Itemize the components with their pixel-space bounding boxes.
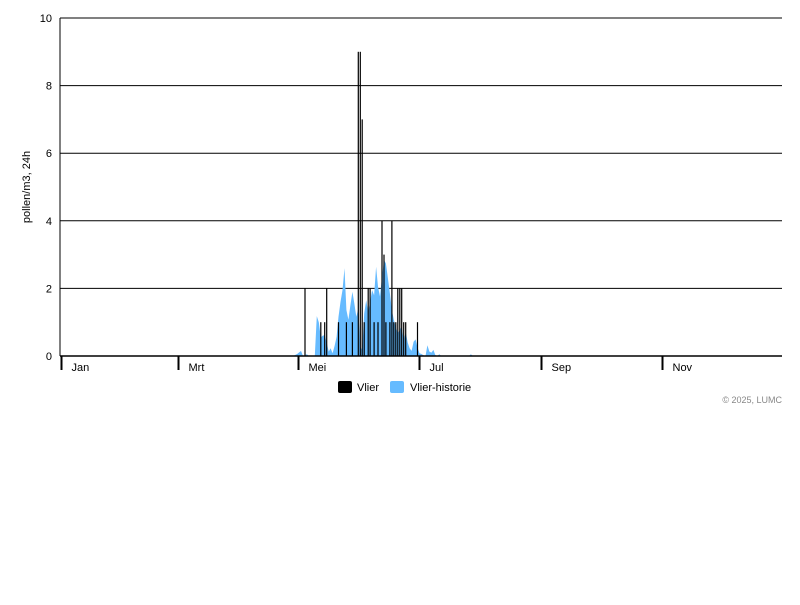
x-tick-label: Mei (309, 362, 327, 374)
bar (405, 322, 407, 356)
bar (320, 322, 322, 356)
bar (369, 288, 371, 356)
legend-swatch-vlier-historie (390, 381, 404, 393)
y-tick-label: 6 (46, 148, 52, 160)
bar (403, 322, 405, 356)
x-tick-label: Nov (673, 362, 693, 374)
legend-swatch-vlier (338, 381, 352, 393)
bar (373, 322, 375, 356)
bar (359, 51, 361, 357)
x-tick-label: Sep (552, 362, 572, 374)
bar (324, 322, 326, 356)
bar (304, 288, 306, 356)
legend-item-vlier-historie[interactable]: Vlier-historie (390, 381, 471, 394)
bar-series (304, 51, 419, 357)
bar (391, 220, 393, 356)
bar (416, 322, 419, 356)
bar (393, 322, 395, 356)
copyright: © 2025, LUMC (722, 395, 782, 405)
x-tick-label: Jul (430, 362, 444, 374)
bar (385, 322, 387, 356)
legend-label-vlier-historie: Vlier-historie (410, 382, 471, 394)
legend: Vlier Vlier-historie (338, 381, 471, 394)
x-tick-label: Mrt (189, 362, 205, 374)
axes: 0 2 4 6 8 10 Jan Mrt Mei Jul Sep Nov (40, 13, 782, 374)
bar (389, 322, 391, 356)
bar (377, 322, 379, 356)
bar (351, 322, 353, 356)
bar (361, 119, 363, 357)
x-tick-label: Jan (72, 362, 90, 374)
bar (367, 288, 369, 356)
bar (363, 322, 365, 356)
y-tick-label: 2 (46, 283, 52, 295)
bar (345, 322, 347, 356)
y-tick-label: 4 (46, 216, 52, 228)
bar (401, 288, 403, 356)
y-axis-label: pollen/m3, 24h (21, 151, 33, 223)
bar (326, 288, 328, 356)
y-tick-label: 8 (46, 81, 52, 93)
bar (383, 254, 385, 356)
bar (337, 322, 340, 356)
grid (60, 17, 782, 289)
y-tick-label: 10 (40, 13, 52, 25)
bar (399, 288, 401, 356)
bar (357, 51, 359, 357)
bar (381, 220, 383, 356)
legend-label-vlier: Vlier (357, 382, 379, 394)
y-tick-label: 0 (46, 351, 52, 363)
bar (397, 288, 399, 356)
bar (395, 322, 397, 356)
legend-item-vlier[interactable]: Vlier (338, 381, 379, 394)
